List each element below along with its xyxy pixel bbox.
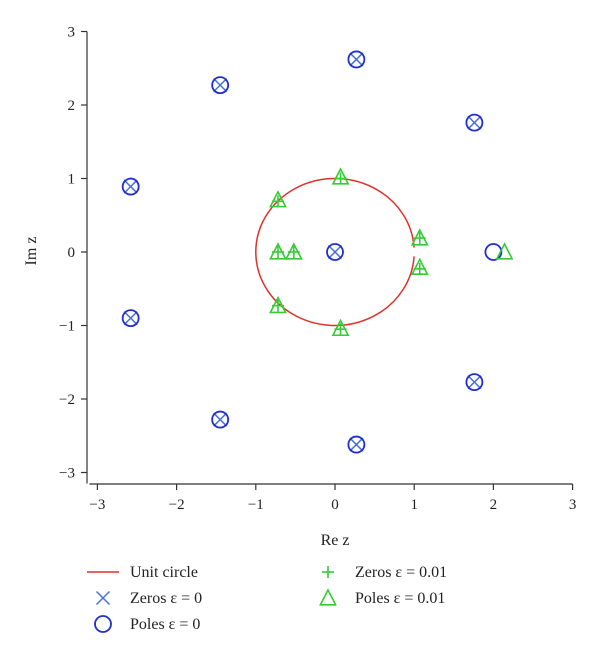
legend-label: Zeros ε = 0.01 xyxy=(355,564,447,581)
point-x xyxy=(467,375,482,390)
legend-marker-plus xyxy=(322,566,334,578)
point-triangle xyxy=(410,228,429,246)
point-x xyxy=(213,78,228,93)
y-tick-label: 0 xyxy=(68,245,76,261)
y-tick-label: −3 xyxy=(59,466,75,482)
legend-label: Poles ε = 0 xyxy=(130,616,200,633)
y-tick-label: 2 xyxy=(68,98,76,114)
point-triangle xyxy=(269,190,287,208)
point-triangle xyxy=(495,242,514,260)
legend-label: Unit circle xyxy=(130,564,198,581)
point-triangle xyxy=(284,242,303,260)
legend-item: Poles ε = 0.01 xyxy=(319,588,445,607)
point-circle xyxy=(121,309,140,328)
point-x xyxy=(467,115,482,130)
point-x xyxy=(123,179,138,194)
x-tick-label: 0 xyxy=(331,497,339,513)
unit-circle-line xyxy=(255,177,415,327)
point-circle xyxy=(211,76,230,95)
point-x xyxy=(349,52,364,67)
x-tick-label: −1 xyxy=(248,497,264,513)
x-tick-label: −3 xyxy=(89,497,105,513)
point-triangle xyxy=(269,242,287,260)
point-circle xyxy=(326,243,344,261)
point-triangle xyxy=(410,257,429,276)
point-circle xyxy=(211,410,230,429)
y-tick-label: 3 xyxy=(68,25,76,41)
legend-label: Poles ε = 0.01 xyxy=(355,590,445,607)
x-tick-label: 2 xyxy=(490,497,498,513)
legend-item: Unit circle xyxy=(87,564,198,581)
x-tick-label: 3 xyxy=(569,497,577,513)
legend: Unit circle Zeros ε = 0 Poles ε = 0 Zeros ε… xyxy=(87,564,447,633)
x-axis: −3 −2 −1 0 1 2 3 xyxy=(89,483,577,513)
plot-area xyxy=(121,50,514,454)
point-circle xyxy=(121,177,140,196)
point-circle xyxy=(465,373,484,391)
point-x xyxy=(123,311,138,326)
point-circle xyxy=(484,243,503,261)
point-x xyxy=(213,412,228,427)
y-tick-label: −2 xyxy=(59,392,75,408)
point-triangle xyxy=(331,318,350,337)
point-x xyxy=(327,244,343,260)
legend-marker-x xyxy=(95,590,111,606)
y-tick-label: 1 xyxy=(68,172,76,188)
point-triangle xyxy=(269,295,287,314)
legend-marker-triangle xyxy=(319,588,337,606)
x-tick-label: 1 xyxy=(410,497,418,513)
x-axis-label: Re z xyxy=(321,532,350,549)
point-x xyxy=(349,437,364,452)
legend-item: Poles ε = 0 xyxy=(94,615,200,633)
point-circle xyxy=(465,113,484,132)
legend-label: Zeros ε = 0 xyxy=(130,590,202,607)
point-circle xyxy=(347,435,366,454)
point-circle xyxy=(347,50,366,69)
y-tick-label: −1 xyxy=(59,319,75,335)
y-axis-label: Im z xyxy=(23,237,40,266)
point-triangle xyxy=(331,167,350,185)
x-tick-label: −2 xyxy=(169,497,185,513)
legend-marker-circle xyxy=(94,615,112,633)
legend-item: Zeros ε = 0 xyxy=(95,590,202,607)
y-axis: −3 −2 −1 0 1 2 3 xyxy=(59,25,88,484)
legend-item: Zeros ε = 0.01 xyxy=(322,564,447,581)
